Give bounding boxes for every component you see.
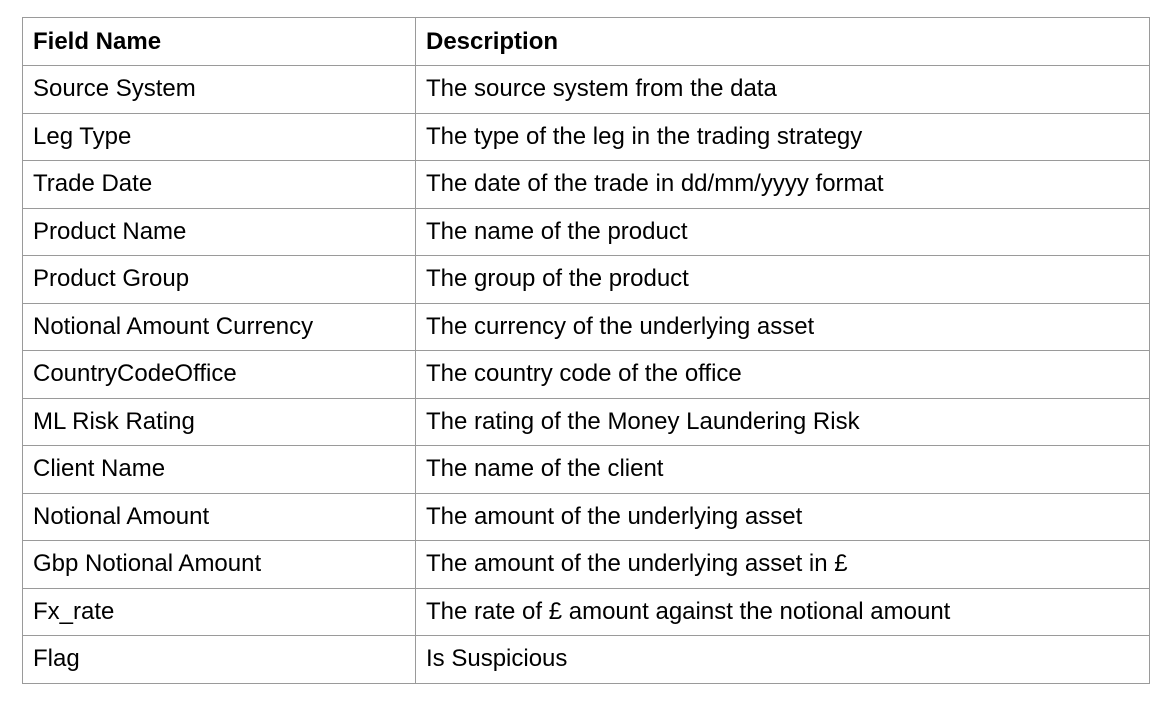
table-row: Gbp Notional Amount The amount of the un…	[22, 540, 1150, 589]
field-name-cell: Product Name	[22, 207, 416, 256]
header-description: Description	[415, 17, 1150, 66]
field-name-cell: Product Group	[22, 255, 416, 304]
field-name-cell: Notional Amount	[22, 492, 416, 541]
table-body: Source System The source system from the…	[22, 65, 1150, 684]
table-row: Product Group The group of the product	[22, 255, 1150, 304]
description-cell: The rate of £ amount against the notiona…	[415, 587, 1150, 636]
field-name-cell: Flag	[22, 635, 416, 684]
description-cell: The amount of the underlying asset in £	[415, 540, 1150, 589]
description-cell: Is Suspicious	[415, 635, 1150, 684]
header-row: Field Name Description	[22, 17, 1150, 66]
field-name-cell: CountryCodeOffice	[22, 350, 416, 399]
description-cell: The group of the product	[415, 255, 1150, 304]
table-row: Leg Type The type of the leg in the trad…	[22, 112, 1150, 161]
table-row: Notional Amount Currency The currency of…	[22, 302, 1150, 351]
table-row: ML Risk Rating The rating of the Money L…	[22, 397, 1150, 446]
table-row: Client Name The name of the client	[22, 445, 1150, 494]
field-name-cell: Notional Amount Currency	[22, 302, 416, 351]
table-row: CountryCodeOffice The country code of th…	[22, 350, 1150, 399]
description-cell: The rating of the Money Laundering Risk	[415, 397, 1150, 446]
description-cell: The date of the trade in dd/mm/yyyy form…	[415, 160, 1150, 209]
description-cell: The name of the product	[415, 207, 1150, 256]
field-name-cell: Fx_rate	[22, 587, 416, 636]
table-row: Product Name The name of the product	[22, 207, 1150, 256]
table-row: Trade Date The date of the trade in dd/m…	[22, 160, 1150, 209]
field-name-cell: Source System	[22, 65, 416, 114]
field-description-table: Field Name Description Source System The…	[22, 17, 1150, 684]
field-name-cell: Trade Date	[22, 160, 416, 209]
description-cell: The currency of the underlying asset	[415, 302, 1150, 351]
description-cell: The type of the leg in the trading strat…	[415, 112, 1150, 161]
description-cell: The country code of the office	[415, 350, 1150, 399]
field-name-cell: Gbp Notional Amount	[22, 540, 416, 589]
header-field-name: Field Name	[22, 17, 416, 66]
table-row: Notional Amount The amount of the underl…	[22, 492, 1150, 541]
table-row: Flag Is Suspicious	[22, 635, 1150, 684]
field-name-cell: ML Risk Rating	[22, 397, 416, 446]
description-cell: The name of the client	[415, 445, 1150, 494]
table-row: Source System The source system from the…	[22, 65, 1150, 114]
field-name-cell: Client Name	[22, 445, 416, 494]
description-cell: The amount of the underlying asset	[415, 492, 1150, 541]
table-row: Fx_rate The rate of £ amount against the…	[22, 587, 1150, 636]
field-name-cell: Leg Type	[22, 112, 416, 161]
field-description-table-container: Field Name Description Source System The…	[22, 17, 1150, 684]
description-cell: The source system from the data	[415, 65, 1150, 114]
table-header: Field Name Description	[22, 17, 1150, 66]
